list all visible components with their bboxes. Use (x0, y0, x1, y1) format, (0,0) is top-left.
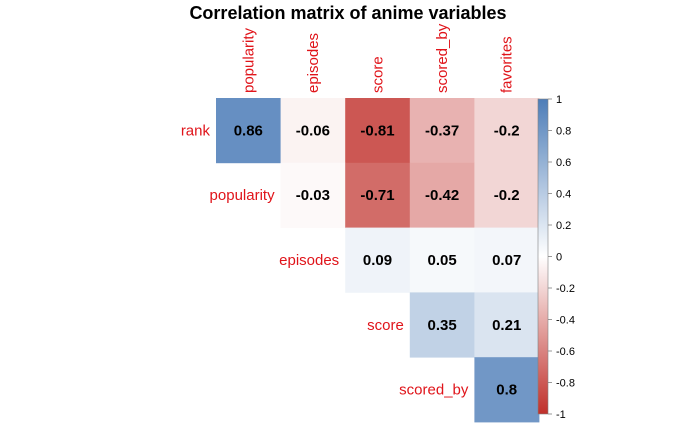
colorbar-tick-label: 0.4 (556, 189, 571, 201)
heatmap-cell (280, 98, 346, 164)
column-label: episodes (305, 33, 322, 93)
heatmap-cell (216, 98, 281, 164)
cell-value-label: -0.2 (494, 122, 520, 139)
column-label: popularity (240, 27, 257, 93)
cell-value-label: -0.81 (360, 122, 394, 139)
colorbar-tick-label: 0.6 (556, 157, 571, 169)
column-label: scored_by (434, 23, 451, 93)
heatmap-cell (409, 292, 475, 358)
row-label: episodes (279, 252, 339, 269)
colorbar-tick-label: 0.2 (556, 220, 571, 232)
cell-value-label: -0.71 (360, 187, 394, 204)
cell-value-label: 0.86 (234, 122, 263, 139)
heatmap-cell (474, 292, 540, 358)
column-labels: popularity episodes score scored_by favorite… (240, 23, 515, 93)
heatmap-cell (345, 227, 411, 293)
cell-value-label: 0.09 (363, 252, 392, 269)
heatmap-cell (474, 227, 540, 293)
row-label: score (367, 317, 404, 334)
colorbar-tick-label: 1 (556, 94, 562, 106)
cell-value-label: 0.21 (492, 317, 521, 334)
row-label: scored_by (399, 382, 469, 399)
colorbar: 1 0.8 0.6 0.4 0.2 0 -0.2 -0.4 -0.6 -0.8 -1 (537, 94, 575, 421)
heatmap-cell (474, 162, 540, 228)
heatmap-cells: 0.86 -0.06 -0.81 -0.37 -0.2 -0.03 -0.71 -0.42 -0… (216, 98, 540, 423)
column-label: score (370, 56, 387, 93)
heatmap-cell (474, 98, 540, 164)
cell-value-label: 0.35 (427, 317, 456, 334)
heatmap-cell (280, 162, 346, 228)
row-labels: rank popularity episodes score scored_by (181, 122, 469, 398)
row-label: rank (181, 122, 211, 139)
cell-value-label: -0.2 (494, 187, 520, 204)
cell-value-label: -0.42 (425, 187, 459, 204)
cell-value-label: 0.8 (496, 382, 517, 399)
colorbar-bar (537, 98, 549, 415)
colorbar-tick-label: 0.8 (556, 126, 571, 138)
colorbar-tick-label: 0 (556, 252, 562, 264)
colorbar-tick-label: -0.6 (556, 346, 575, 358)
cell-value-label: -0.06 (296, 122, 330, 139)
chart-title: Correlation matrix of anime variables (189, 3, 506, 23)
cell-value-label: -0.37 (425, 122, 459, 139)
heatmap-cell (409, 227, 475, 293)
column-label: favorites (499, 36, 516, 93)
row-label: popularity (210, 187, 276, 204)
heatmap-cell (409, 162, 475, 228)
cell-value-label: 0.07 (492, 252, 521, 269)
colorbar-tick-label: -0.2 (556, 283, 575, 295)
cell-value-label: -0.03 (296, 187, 330, 204)
heatmap-cell (474, 357, 540, 423)
heatmap-cell (409, 98, 475, 164)
heatmap-cell (345, 98, 411, 164)
colorbar-tick-label: -0.8 (556, 378, 575, 390)
heatmap-cell (345, 162, 411, 228)
cell-value-label: 0.05 (427, 252, 456, 269)
colorbar-tick-label: -0.4 (556, 315, 575, 327)
colorbar-tick-label: -1 (556, 409, 566, 421)
